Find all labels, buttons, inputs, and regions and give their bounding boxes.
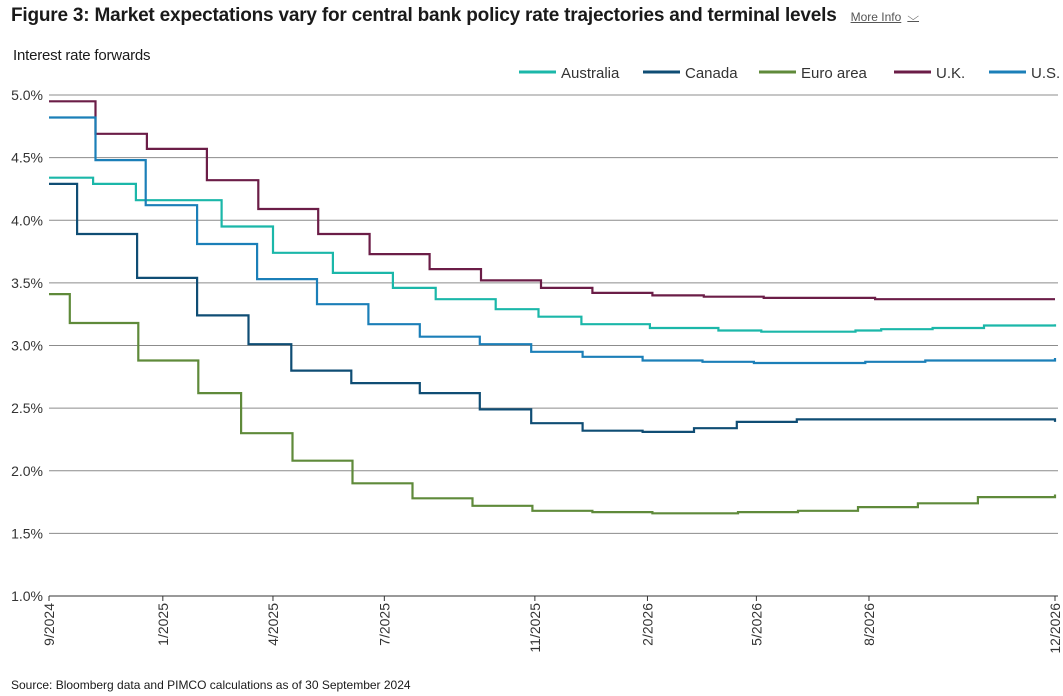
- legend-label: Euro area: [801, 65, 868, 82]
- x-tick-label: 5/2026: [748, 603, 764, 646]
- y-tick-label: 3.0%: [11, 338, 43, 354]
- more-info-label: More Info: [850, 10, 902, 24]
- grid-lines: [48, 94, 1058, 601]
- series-line-australia: [49, 176, 1057, 333]
- x-tick-label: 7/2025: [376, 603, 392, 646]
- x-tick-label: 9/2024: [41, 603, 57, 646]
- series-line-u-s: [49, 116, 1057, 365]
- y-tick-label: 2.5%: [11, 400, 43, 416]
- x-tick-label: 11/2025: [527, 603, 543, 653]
- y-tick-label: 2.0%: [11, 463, 43, 479]
- y-tick-label: 4.0%: [11, 212, 43, 228]
- legend-label: Australia: [561, 65, 620, 82]
- y-tick-labels: 5.0% 4.5% 4.0% 3.5% 3.0% 2.5% 2.0% 1.5% 1.0%: [11, 87, 43, 604]
- x-tick-label: 12/2026: [1047, 603, 1063, 654]
- line-chart: 5.0% 4.5% 4.0% 3.5% 3.0% 2.5% 2.0% 1.5% 1.0% 9/2…: [11, 65, 1063, 654]
- x-tick-label: 4/2025: [265, 603, 281, 646]
- legend-label: U.S.: [1031, 65, 1060, 82]
- x-tick-label: 1/2025: [155, 603, 171, 646]
- y-tick-label: 4.5%: [11, 150, 43, 166]
- legend: Australia Canada Euro area U.K. U.S.: [519, 65, 1060, 82]
- chart-title: Figure 3: Market expectations vary for c…: [11, 5, 837, 26]
- series-lines: [49, 100, 1057, 515]
- legend-label: Canada: [685, 65, 738, 82]
- x-tick-label: 8/2026: [861, 603, 877, 646]
- legend-label: U.K.: [936, 65, 965, 82]
- y-axis-label: Interest rate forwards: [13, 47, 151, 64]
- y-tick-label: 1.5%: [11, 525, 43, 541]
- series-line-canada: [49, 182, 1057, 433]
- x-tick-label: 2/2026: [639, 603, 655, 646]
- chart-header: Figure 3: Market expectations vary for c…: [11, 5, 920, 29]
- more-info-link[interactable]: More Info ⌵: [850, 10, 920, 24]
- series-line-euro-area: [49, 293, 1057, 515]
- y-tick-label: 1.0%: [11, 588, 43, 604]
- source-note: Source: Bloomberg data and PIMCO calcula…: [11, 678, 411, 692]
- y-tick-label: 5.0%: [11, 87, 43, 103]
- series-line-u-k: [49, 100, 1055, 301]
- x-tick-labels: 9/2024 1/2025 4/2025 7/2025 11/2025 2/2026 5/2…: [41, 603, 1063, 654]
- chevron-down-icon: ⌵: [907, 10, 920, 23]
- y-tick-label: 3.5%: [11, 275, 43, 291]
